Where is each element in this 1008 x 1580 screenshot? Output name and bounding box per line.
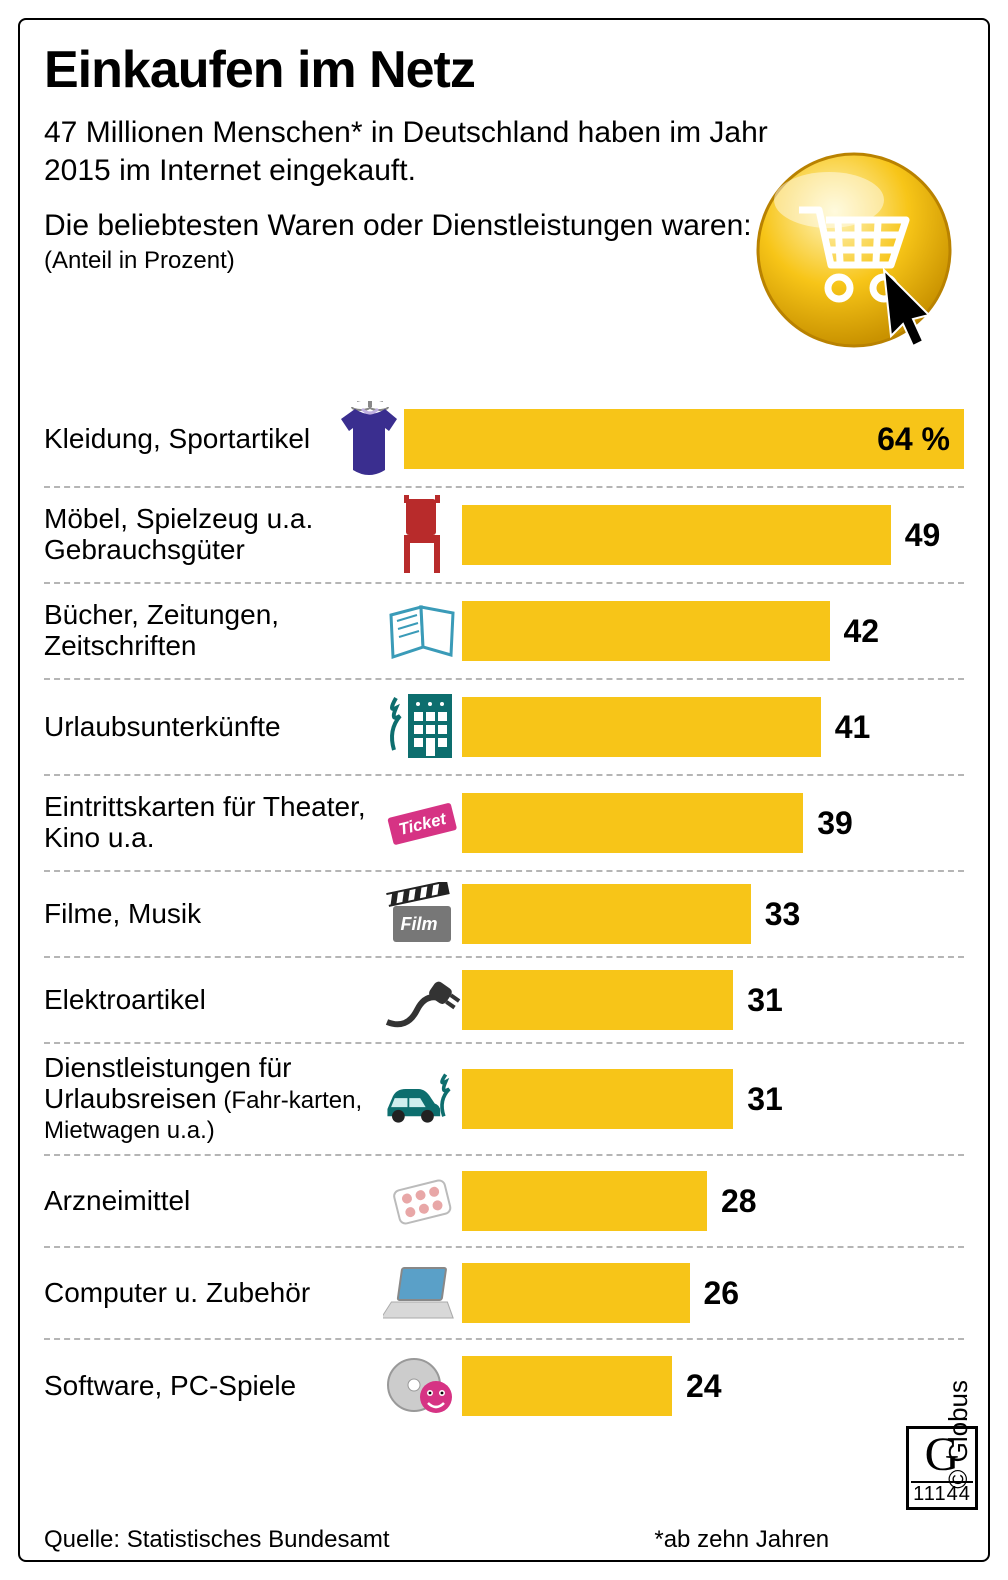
chart-row: Elektroartikel 31 bbox=[44, 958, 964, 1044]
plug-icon bbox=[382, 970, 462, 1030]
globus-number: 11144 bbox=[911, 1483, 973, 1506]
intro-text: 47 Millionen Menschen* in Deutschland ha… bbox=[44, 114, 784, 189]
bar-value: 49 bbox=[905, 517, 941, 554]
bar bbox=[462, 1069, 733, 1129]
bar bbox=[462, 793, 803, 853]
shopping-cart-badge bbox=[754, 150, 954, 350]
row-label: Eintrittskarten für Theater, Kino u.a. bbox=[44, 792, 382, 854]
bar-chart: Kleidung, Sportartikel 64 % Möbel, Spielze… bbox=[44, 392, 964, 1432]
chart-row: Möbel, Spielzeug u.a. Gebrauchsgüter 49 bbox=[44, 488, 964, 584]
bar-value: 31 bbox=[747, 1081, 783, 1118]
svg-text:Film: Film bbox=[400, 914, 437, 934]
bar-value: 26 bbox=[704, 1275, 740, 1312]
chart-row: Bücher, Zeitungen, Zeitschriften 42 bbox=[44, 584, 964, 680]
source-text: Quelle: Statistisches Bundesamt bbox=[44, 1526, 390, 1554]
globus-g: G bbox=[911, 1431, 973, 1483]
bar-value: 28 bbox=[721, 1183, 757, 1220]
bar-cell: 41 bbox=[462, 680, 964, 774]
bar-value: 31 bbox=[747, 982, 783, 1019]
bar-cell: 28 bbox=[462, 1156, 964, 1246]
book-icon bbox=[382, 601, 462, 661]
bar bbox=[462, 601, 830, 661]
bar bbox=[462, 1171, 707, 1231]
ticket-icon: Ticket bbox=[382, 797, 462, 849]
bar-value: 39 bbox=[817, 805, 853, 842]
footnote-text: *ab zehn Jahren bbox=[654, 1526, 829, 1554]
hotel-icon bbox=[382, 690, 462, 764]
pills-icon bbox=[382, 1173, 462, 1229]
bar-value: 64 % bbox=[877, 421, 950, 458]
row-label: Computer u. Zubehör bbox=[44, 1278, 382, 1309]
bar-value: 41 bbox=[835, 709, 871, 746]
chart-row: Dienstleistungen für Urlaubsreisen (Fahr… bbox=[44, 1044, 964, 1156]
row-label: Elektroartikel bbox=[44, 985, 382, 1016]
row-label: Bücher, Zeitungen, Zeitschriften bbox=[44, 600, 382, 662]
chart-row: Filme, Musik Film 33 bbox=[44, 872, 964, 958]
car-icon bbox=[382, 1068, 462, 1130]
bar-cell: 64 % bbox=[404, 392, 964, 486]
bar-value: 24 bbox=[686, 1368, 722, 1405]
bar-cell: 39 bbox=[462, 776, 964, 870]
row-label: Dienstleistungen für Urlaubsreisen (Fahr… bbox=[44, 1053, 382, 1145]
bar-cell: 42 bbox=[462, 584, 964, 678]
bar-cell: 31 bbox=[462, 958, 964, 1042]
chart-row: Urlaubsunterkünfte 41 bbox=[44, 680, 964, 776]
chair-icon bbox=[382, 495, 462, 575]
chart-row: Software, PC-Spiele 24 bbox=[44, 1340, 964, 1432]
bar bbox=[462, 884, 751, 944]
bar bbox=[462, 697, 821, 757]
cd-icon bbox=[382, 1355, 462, 1417]
bar-value: 33 bbox=[765, 896, 801, 933]
bar-cell: 33 bbox=[462, 872, 964, 956]
shirt-icon bbox=[335, 401, 404, 477]
row-label: Software, PC-Spiele bbox=[44, 1371, 382, 1402]
laptop-icon bbox=[382, 1262, 462, 1324]
chart-row: Computer u. Zubehör 26 bbox=[44, 1248, 964, 1340]
bar-value: 42 bbox=[844, 613, 880, 650]
row-label: Arzneimittel bbox=[44, 1186, 382, 1217]
bar bbox=[462, 1356, 672, 1416]
film-icon: Film bbox=[382, 882, 462, 946]
bar bbox=[462, 505, 891, 565]
bar-cell: 24 bbox=[462, 1340, 964, 1432]
chart-row: Kleidung, Sportartikel 64 % bbox=[44, 392, 964, 488]
chart-row: Eintrittskarten für Theater, Kino u.a.Ti… bbox=[44, 776, 964, 872]
bar-cell: 49 bbox=[462, 488, 964, 582]
row-label: Möbel, Spielzeug u.a. Gebrauchsgüter bbox=[44, 504, 382, 566]
globus-logo: G 11144 bbox=[906, 1426, 978, 1510]
page-title: Einkaufen im Netz bbox=[44, 40, 964, 100]
footer: Quelle: Statistisches Bundesamt *ab zehn… bbox=[44, 1526, 964, 1554]
bar-cell: 26 bbox=[462, 1248, 964, 1338]
row-label: Urlaubsunterkünfte bbox=[44, 712, 382, 743]
bar-cell: 31 bbox=[462, 1044, 964, 1154]
bar bbox=[462, 970, 733, 1030]
row-label: Filme, Musik bbox=[44, 899, 382, 930]
chart-row: Arzneimittel 28 bbox=[44, 1156, 964, 1248]
row-label: Kleidung, Sportartikel bbox=[44, 424, 335, 455]
bar bbox=[462, 1263, 690, 1323]
